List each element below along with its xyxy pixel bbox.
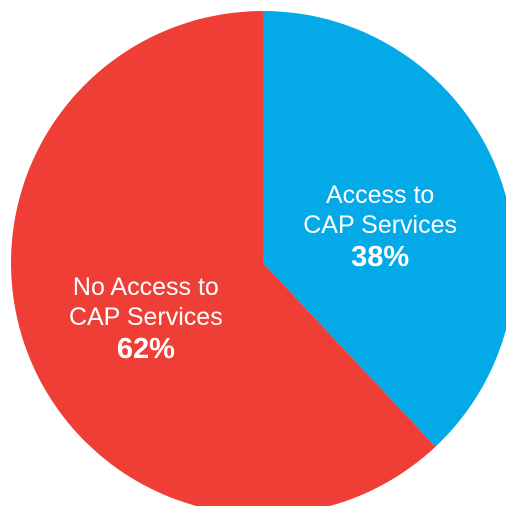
category-label: No Access to CAP Services <box>68 273 223 332</box>
value-label: 62% <box>116 333 175 366</box>
pie-slice <box>263 11 506 447</box>
slice-label: Access to CAP Services 38% <box>300 180 460 274</box>
slice-label: No Access to CAP Services 62% <box>51 272 241 366</box>
pie-slice <box>11 11 436 506</box>
value-label: 38% <box>351 240 410 273</box>
category-label: Access to CAP Services <box>303 180 458 239</box>
